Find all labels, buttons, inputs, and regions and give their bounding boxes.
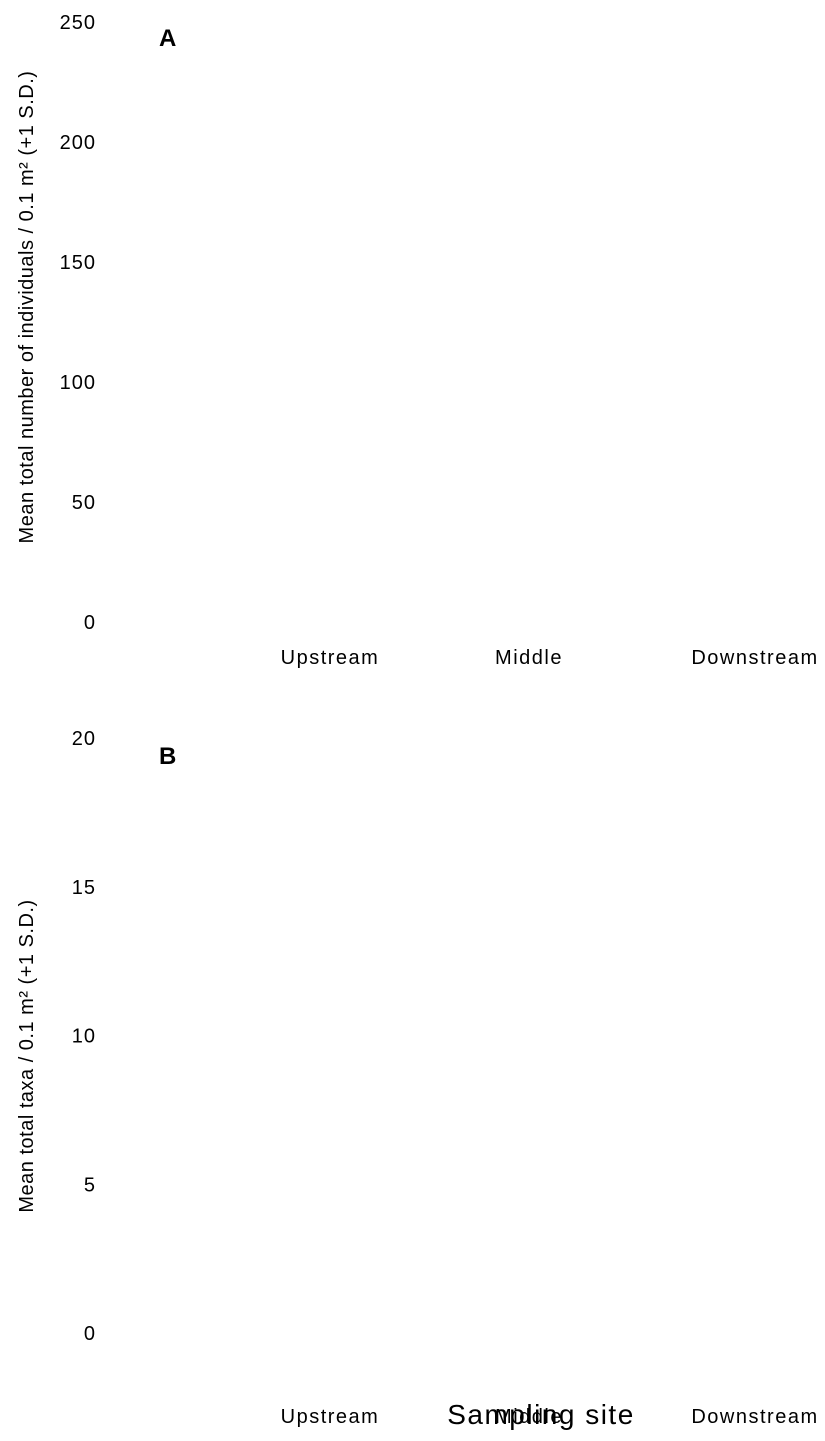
x-category-label: Upstream — [281, 1406, 380, 1428]
y-tick-label: 250 — [60, 12, 96, 34]
y-tick-label: 20 — [72, 728, 96, 750]
panel-a-label: A — [159, 25, 176, 52]
panel-a: A Mean total number of individuals / 0.1… — [16, 12, 818, 669]
panel-b-label: B — [159, 743, 176, 770]
panel-b-x-categories: Upstream Middle Downstream — [281, 1406, 818, 1428]
x-category-label: Downstream — [691, 647, 818, 669]
x-category-label: Upstream — [281, 647, 380, 669]
x-category-label: Downstream — [691, 1406, 818, 1428]
y-tick-label: 150 — [60, 252, 96, 274]
panel-a-x-categories: Upstream Middle Downstream — [281, 647, 818, 669]
panel-b-y-ticks: 0 5 10 15 20 — [72, 728, 96, 1345]
x-category-label: Middle — [495, 647, 563, 669]
y-tick-label: 15 — [72, 877, 96, 899]
y-tick-label: 100 — [60, 372, 96, 394]
y-tick-label: 0 — [84, 612, 96, 634]
y-tick-label: 0 — [84, 1323, 96, 1345]
panel-b: B Mean total taxa / 0.1 m² (+1 S.D.) 0 5 1… — [16, 728, 818, 1428]
y-tick-label: 50 — [72, 492, 96, 514]
y-tick-label: 200 — [60, 132, 96, 154]
x-category-label: Middle — [495, 1406, 563, 1428]
y-tick-label: 10 — [72, 1026, 96, 1048]
x-axis-label: Sampling site — [447, 1399, 635, 1430]
panel-a-y-ticks: 0 50 100 150 200 250 — [60, 12, 96, 634]
panel-b-y-axis-label: Mean total taxa / 0.1 m² (+1 S.D.) — [16, 899, 38, 1212]
y-tick-label: 5 — [84, 1174, 96, 1196]
panel-a-y-axis-label: Mean total number of individuals / 0.1 m… — [16, 71, 38, 544]
